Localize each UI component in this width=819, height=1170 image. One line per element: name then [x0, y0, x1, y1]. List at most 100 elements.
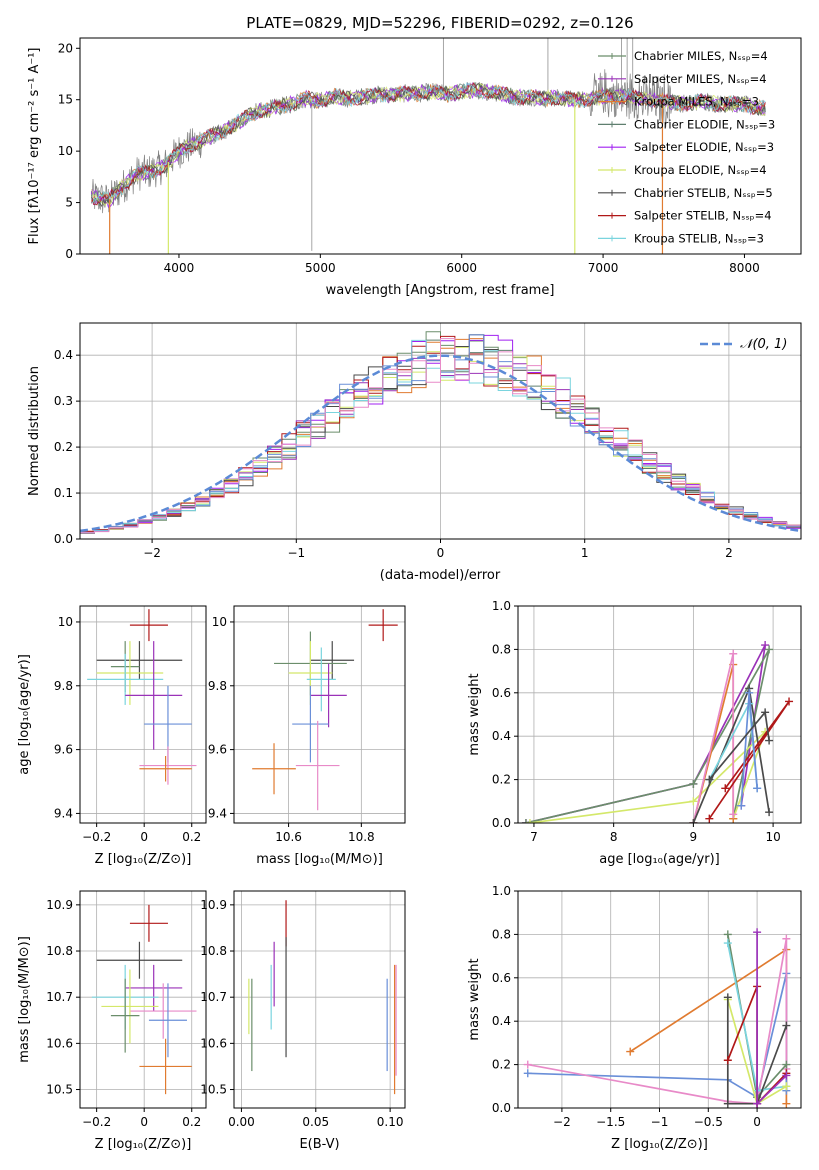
mass-weight-vs-age-xlabel: age [log₁₀(age/yr)] — [599, 852, 720, 867]
mass-weight-vs-age-xtick-label: 9 — [690, 830, 698, 844]
mass-weight-vs-age-series-line — [529, 731, 766, 823]
mass-weight-vs-z-marker — [723, 1056, 732, 1065]
mass-weight-vs-age-xtick-label: 8 — [610, 830, 618, 844]
residual-histograms — [80, 331, 801, 534]
mass-vs-ebv-marks — [248, 900, 397, 1095]
residuals-xtick-label: −2 — [143, 546, 161, 560]
mass-weight-vs-z-marker — [782, 1021, 791, 1030]
residuals-ytick-label: 0.1 — [54, 486, 73, 500]
mass-weight-vs-z-marker — [523, 1060, 532, 1069]
mass-weight-vs-age-marker — [521, 819, 530, 823]
spectrum-xtick-label: 7000 — [588, 261, 619, 275]
mass-weight-vs-age-ytick-label: 0.4 — [492, 729, 511, 743]
mass-weight-vs-age-ytick-label: 0.2 — [492, 773, 511, 787]
age-vs-mass-panel: 10.6 10.8 9.4 9.6 9.8 10 mass [log₁₀(M/M⊙)] — [208, 605, 406, 867]
mass-vs-z-ytick-label: 10.6 — [46, 1036, 73, 1050]
mass-weight-vs-z-series-line — [726, 997, 788, 1105]
age-vs-z-ytick-label: 9.6 — [54, 743, 73, 757]
spectrum-legend-label: Salpeter ELODIE, Nₛₛₚ=3 — [634, 140, 774, 154]
residuals-xlabel: (data-model)/error — [380, 568, 501, 583]
spectrum-xtick-label: 5000 — [305, 261, 336, 275]
mass-weight-vs-age-ytick-label: 0.6 — [492, 686, 511, 700]
age-vs-z-xtick-label: 0 — [140, 830, 148, 844]
age-vs-mass-ytick-label: 9.8 — [208, 679, 227, 693]
mass-weight-vs-age-xtick-label: 7 — [530, 830, 538, 844]
residuals-ytick-label: 0.3 — [54, 394, 73, 408]
mass-weight-vs-age-marker — [729, 810, 738, 819]
residuals-panel: −2 −1 0 1 2 0.0 0.1 0.2 0.3 0.4 𝒩(0, 1) (data-mod… — [27, 322, 802, 583]
age-vs-mass-xlabel: mass [log₁₀(M/M⊙)] — [256, 852, 383, 867]
mass-vs-ebv-xtick-label: 0.05 — [302, 1115, 329, 1129]
age-vs-mass-ytick-label: 9.4 — [208, 806, 227, 820]
mass-weight-vs-z-xtick-label: −1.5 — [596, 1115, 625, 1129]
mass-weight-vs-z-series-line — [527, 973, 788, 1099]
mass-weight-vs-age-marker — [745, 688, 754, 697]
spectrum-xlabel: wavelength [Angstrom, rest frame] — [326, 283, 555, 298]
mass-weight-vs-age-series-line — [525, 648, 770, 823]
mass-vs-ebv-ytick-label: 10.5 — [200, 1083, 227, 1097]
spectrum-xtick-label: 8000 — [729, 261, 760, 275]
mass-weight-vs-age-ytick-label: 0.0 — [492, 816, 511, 830]
age-vs-z-ytick-label: 10 — [58, 615, 73, 629]
mass-vs-ebv-ytick-label: 10.9 — [200, 898, 227, 912]
age-vs-mass-ytick-label: 10 — [212, 615, 227, 629]
spectrum-xtick-label: 6000 — [446, 261, 477, 275]
mass-weight-vs-z-xtick-label: 0 — [753, 1115, 761, 1129]
spectrum-legend: Chabrier MILES, Nₛₛₚ=4 Salpeter MILES, Nₛ… — [598, 49, 775, 245]
age-vs-z-axes-frame — [79, 605, 207, 824]
mass-weight-vs-age-xtick-label: 10 — [765, 830, 780, 844]
mass-weight-vs-age-marker — [765, 808, 774, 817]
residuals-xtick-label: 0 — [437, 546, 445, 560]
spectrum-legend-label: Kroupa ELODIE, Nₛₛₚ=4 — [634, 163, 767, 177]
spectrum-model-line — [90, 83, 766, 209]
mass-vs-ebv-ytick-label: 10.7 — [200, 990, 227, 1004]
residuals-xtick-label: 2 — [725, 546, 733, 560]
spectrum-legend-label: Chabrier ELODIE, Nₛₛₚ=3 — [634, 117, 775, 131]
mass-weight-vs-age-marker — [705, 775, 714, 784]
mass-weight-vs-age-marker — [705, 814, 714, 823]
mass-weight-vs-age-marker — [753, 784, 762, 793]
spectrum-ytick-label: 10 — [58, 144, 73, 158]
mass-weight-vs-z-xtick-label: −2 — [553, 1115, 571, 1129]
residuals-xtick-label: −1 — [287, 546, 305, 560]
mass-weight-vs-z-ytick-label: 0.8 — [492, 927, 511, 941]
mass-vs-ebv-panel: 0.00 0.05 0.10 10.5 10.6 10.7 10.8 10.9 E(B-V) — [200, 890, 406, 1152]
mass-vs-z-xtick-label: 0.2 — [182, 1115, 201, 1129]
mass-weight-vs-z-marker — [782, 1071, 791, 1080]
mass-weight-vs-age-marker — [761, 641, 770, 650]
spectrum-model-line — [90, 82, 766, 207]
mass-weight-vs-z-marker — [723, 939, 732, 948]
spectrum-lines — [90, 38, 766, 254]
spectrum-legend-label: Kroupa STELIB, Nₛₛₚ=3 — [634, 231, 764, 245]
spectrum-legend-label: Chabrier STELIB, Nₛₛₚ=5 — [634, 186, 773, 200]
spectrum-panel: PLATE=0829, MJD=52296, FIBERID=0292, z=0… — [27, 14, 802, 298]
mass-vs-ebv-xtick-label: 0.00 — [228, 1115, 255, 1129]
mass-vs-ebv-axes-frame — [233, 890, 406, 1109]
mass-weight-vs-age-ylabel: mass weight — [467, 673, 482, 755]
spectrum-legend-label: Salpeter MILES, Nₛₛₚ=4 — [634, 72, 767, 86]
mass-weight-vs-z-marker — [723, 1099, 732, 1108]
mass-weight-vs-z-xlabel: Z [log₁₀(Z/Z⊙)] — [611, 1137, 708, 1152]
mass-weight-vs-age-series-line — [692, 653, 735, 823]
spectrum-ylabel: Flux [fλ10⁻¹⁷ erg cm⁻² s⁻¹ A⁻¹] — [27, 48, 42, 245]
spectrum-legend-label: Chabrier MILES, Nₛₛₚ=4 — [634, 49, 768, 63]
mass-vs-ebv-xlabel: E(B-V) — [299, 1137, 339, 1152]
mass-weight-vs-z-marker — [723, 930, 732, 939]
mass-weight-vs-age-marker — [737, 801, 746, 810]
mass-weight-vs-age-marker — [689, 819, 698, 823]
mass-weight-vs-age-axes-frame — [517, 605, 802, 824]
age-vs-mass-ytick-label: 9.6 — [208, 743, 227, 757]
mass-weight-vs-z-marks — [523, 928, 791, 1108]
spectrum-ytick-label: 15 — [58, 93, 73, 107]
mass-weight-vs-age-marker — [721, 784, 730, 793]
mass-weight-vs-z-xtick-label: −1 — [651, 1115, 669, 1129]
mass-weight-vs-age-marks — [521, 641, 794, 823]
mass-vs-ebv-ytick-label: 10.6 — [200, 1036, 227, 1050]
spectrum-ytick-label: 5 — [65, 196, 73, 210]
mass-weight-vs-age-ytick-label: 1.0 — [492, 599, 511, 613]
mass-weight-vs-age-marker — [765, 645, 774, 654]
mass-weight-vs-age-marker — [761, 708, 770, 717]
mass-weight-vs-z-xtick-label: −0.5 — [694, 1115, 723, 1129]
mass-weight-vs-age-series-line — [692, 685, 770, 823]
